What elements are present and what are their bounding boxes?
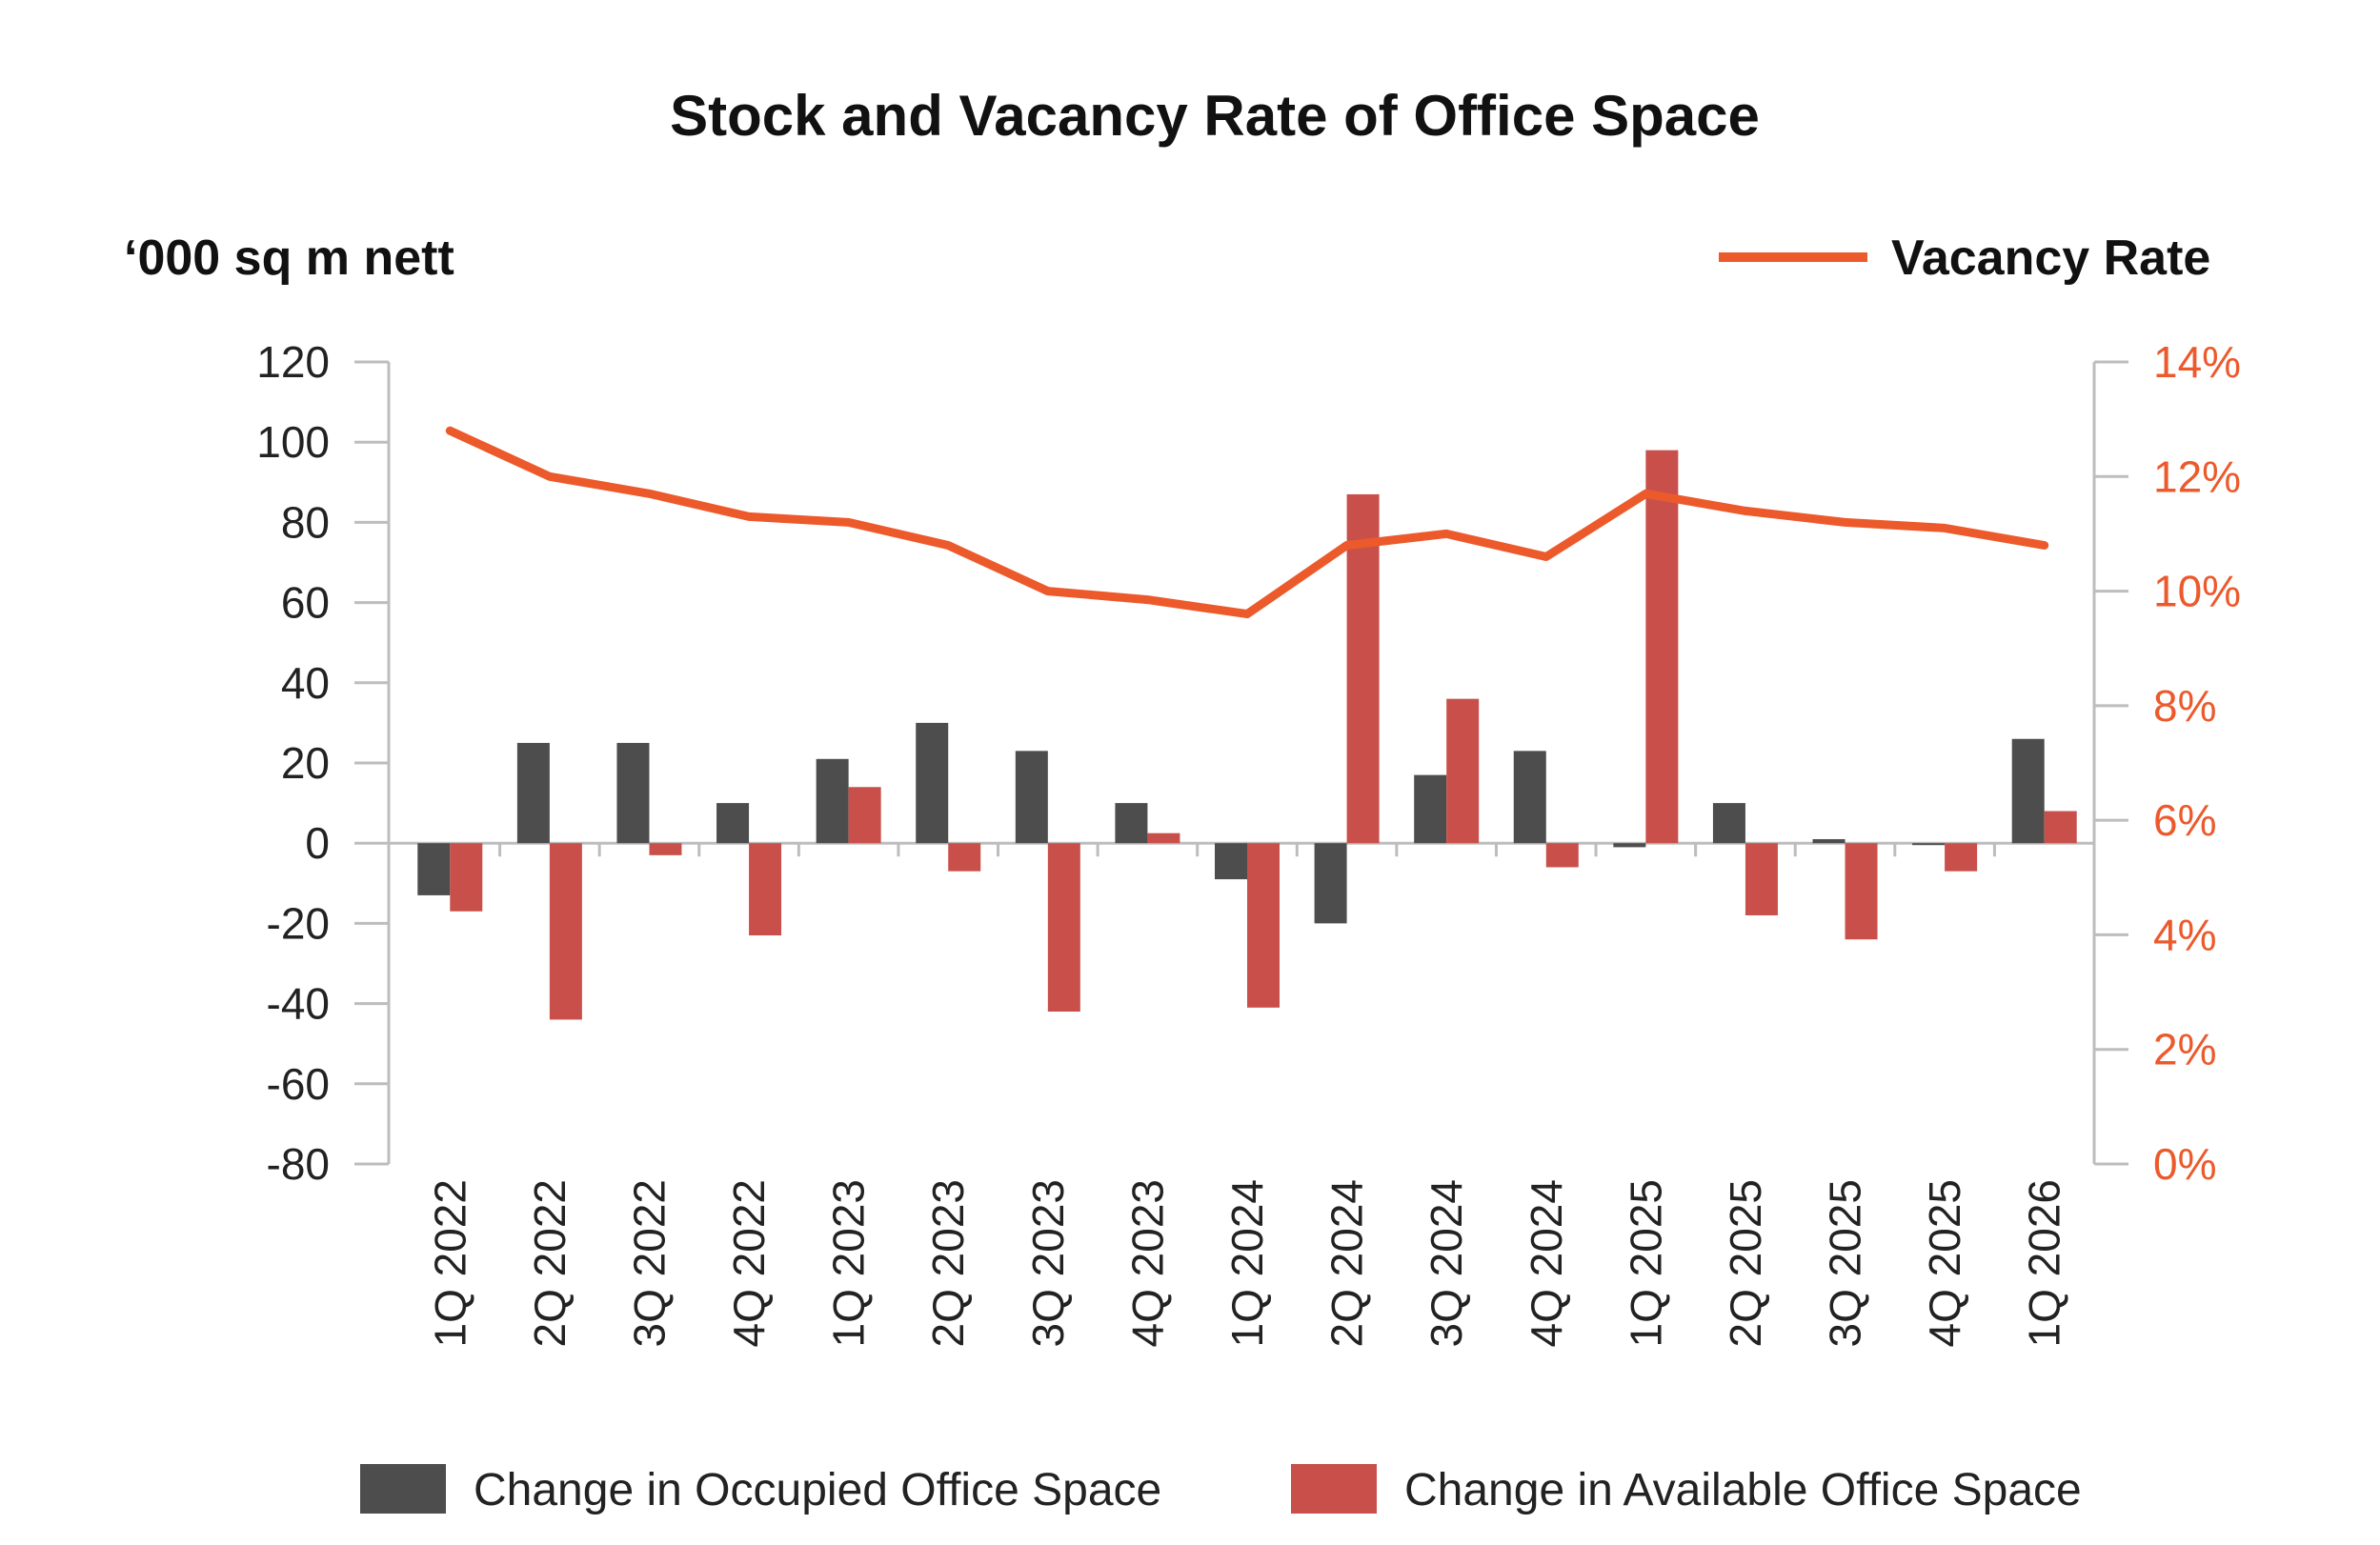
bar-occupied-9 <box>1314 843 1347 924</box>
y-right-tick-label: 4% <box>2153 910 2216 959</box>
bar-available-6 <box>1047 843 1080 1013</box>
y-left-tick-label: 80 <box>281 497 330 547</box>
bar-occupied-7 <box>1115 803 1148 844</box>
vacancy-rate-line <box>445 426 2049 619</box>
bar-occupied-10 <box>1414 774 1447 844</box>
bar-available-14 <box>1845 843 1878 940</box>
bar-available-1 <box>549 843 582 1020</box>
bar-occupied-8 <box>1215 843 1247 880</box>
bar-occupied-0 <box>417 843 451 895</box>
bar-occupied-14 <box>1812 838 1846 844</box>
y-left-tick-label: -60 <box>267 1059 330 1109</box>
x-tick-label: 2Q 2022 <box>525 1179 575 1347</box>
bar-available-15 <box>1945 843 1978 872</box>
y-right-tick-label: 6% <box>2153 795 2216 845</box>
y-right-tick-label: 10% <box>2153 567 2241 616</box>
bar-occupied-1 <box>516 742 550 844</box>
bar-occupied-4 <box>816 758 849 844</box>
bar-available-4 <box>848 787 881 844</box>
vacancy-rate-line-group <box>445 426 2049 619</box>
x-tick-label: 3Q 2023 <box>1023 1179 1073 1347</box>
y-right-tick-label: 0% <box>2153 1139 2216 1189</box>
y-left-tick-label: 40 <box>281 658 330 708</box>
x-tick-label: 2Q 2025 <box>1721 1179 1770 1347</box>
bar-available-3 <box>749 843 782 936</box>
bar-available-5 <box>948 843 981 872</box>
x-tick-label: 4Q 2024 <box>1522 1179 1571 1347</box>
bar-occupied-11 <box>1513 751 1546 844</box>
y-left-tick-label: 60 <box>281 578 330 628</box>
bar-occupied-6 <box>1015 751 1048 844</box>
bar-available-10 <box>1446 698 1480 844</box>
bar-occupied-2 <box>616 742 650 844</box>
y-left-tick-label: -40 <box>267 979 330 1029</box>
bar-occupied-3 <box>716 803 750 844</box>
x-tick-label: 1Q 2026 <box>2020 1179 2069 1347</box>
y-right-tick-label: 8% <box>2153 681 2216 731</box>
x-tick-label: 3Q 2025 <box>1821 1179 1870 1347</box>
bar-occupied-15 <box>1912 843 1946 846</box>
y-right-tick-label: 12% <box>2153 451 2241 501</box>
x-tick-label: 3Q 2024 <box>1422 1179 1471 1347</box>
x-tick-label: 1Q 2024 <box>1222 1179 1272 1347</box>
bar-occupied-16 <box>2011 738 2045 844</box>
y-right-tick-label: 14% <box>2153 337 2241 387</box>
bar-available-9 <box>1346 493 1380 844</box>
available-legend-label: Change in Available Office Space <box>1404 1465 2082 1515</box>
bar-occupied-12 <box>1613 843 1646 848</box>
y-axis-unit-label: ‘000 sq m nett <box>124 231 454 286</box>
bar-available-2 <box>649 843 682 855</box>
x-tick-labels: 1Q 2022 2Q 2022 3Q 2022 4Q 2022 1Q 2023 2Q 20… <box>425 1179 2068 1347</box>
y-right-tick-label: 2% <box>2153 1025 2216 1074</box>
y-left-tick-label: 120 <box>256 337 330 387</box>
occupied-legend-label: Change in Occupied Office Space <box>474 1465 1161 1515</box>
chart-title: Stock and Vacancy Rate of Office Space <box>670 84 1760 148</box>
y-left-tick-label: 20 <box>281 738 330 788</box>
x-tick-label: 4Q 2022 <box>724 1179 774 1347</box>
bar-occupied-5 <box>916 722 949 844</box>
bottom-legend: Change in Occupied Office Space Change i… <box>360 1464 2082 1515</box>
bar-occupied-13 <box>1712 803 1745 844</box>
x-tick-label: 1Q 2025 <box>1621 1179 1670 1347</box>
bar-available-7 <box>1147 833 1180 844</box>
x-tick-label: 1Q 2023 <box>824 1179 874 1347</box>
x-tick-label: 4Q 2023 <box>1122 1179 1172 1347</box>
y-right-tick-labels: 14% 12% 10% 8% 6% 4% 2% 0% <box>2153 337 2241 1189</box>
bar-available-13 <box>1745 843 1778 915</box>
bar-available-8 <box>1247 843 1280 1008</box>
occupied-legend-swatch <box>360 1464 446 1514</box>
available-legend-swatch <box>1291 1464 1377 1514</box>
bar-available-12 <box>1645 450 1679 844</box>
bar-available-11 <box>1545 843 1579 868</box>
bar-available-0 <box>450 843 483 912</box>
y-left-tick-labels: 120 100 80 60 40 20 0 -20 -40 -60 -80 <box>256 337 330 1189</box>
y-left-tick-label: -20 <box>267 898 330 948</box>
y-left-tick-label: 100 <box>256 417 330 467</box>
x-tick-label: 2Q 2023 <box>923 1179 973 1347</box>
y-left-tick-label: -80 <box>267 1139 330 1189</box>
y-left-tick-label: 0 <box>305 818 330 868</box>
vacancy-rate-legend-label: Vacancy Rate <box>1891 231 2210 286</box>
x-tick-label: 3Q 2022 <box>624 1179 674 1347</box>
bar-available-16 <box>2044 811 2077 844</box>
x-tick-label: 4Q 2025 <box>1920 1179 1969 1347</box>
x-tick-label: 2Q 2024 <box>1322 1179 1372 1347</box>
bars <box>417 450 2077 1020</box>
x-tick-label: 1Q 2022 <box>425 1179 474 1347</box>
vacancy-rate-legend: Vacancy Rate <box>1719 231 2210 286</box>
